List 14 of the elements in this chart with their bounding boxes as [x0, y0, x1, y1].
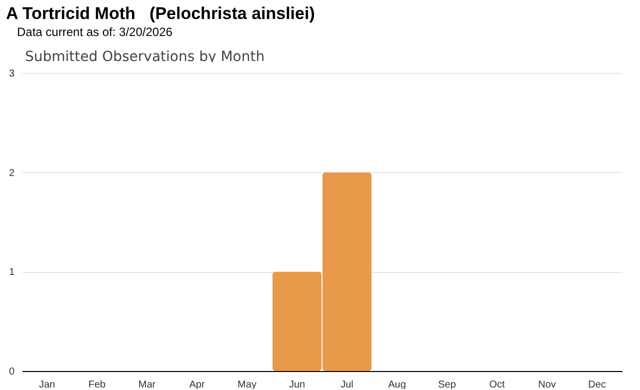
y-tick-label: 3: [8, 68, 15, 80]
chart-title: A Tortricid Moth (Pelochrista ainsliei): [6, 4, 315, 24]
x-tick-label: Oct: [489, 380, 505, 390]
y-tick-label: 1: [8, 267, 15, 278]
x-tick-label: Dec: [588, 380, 606, 390]
y-tick-label: 2: [8, 168, 15, 179]
x-tick-label: Nov: [538, 380, 556, 390]
y-tick-label: 0: [8, 366, 15, 378]
x-tick-label: Jul: [340, 380, 354, 390]
x-tick-label: Jun: [288, 380, 306, 390]
x-tick-label: Feb: [88, 380, 106, 390]
chart-subtitle: Data current as of: 3/20/2026: [17, 25, 172, 39]
x-tick-label: Jan: [38, 380, 56, 390]
x-tick-label: Mar: [138, 380, 156, 390]
